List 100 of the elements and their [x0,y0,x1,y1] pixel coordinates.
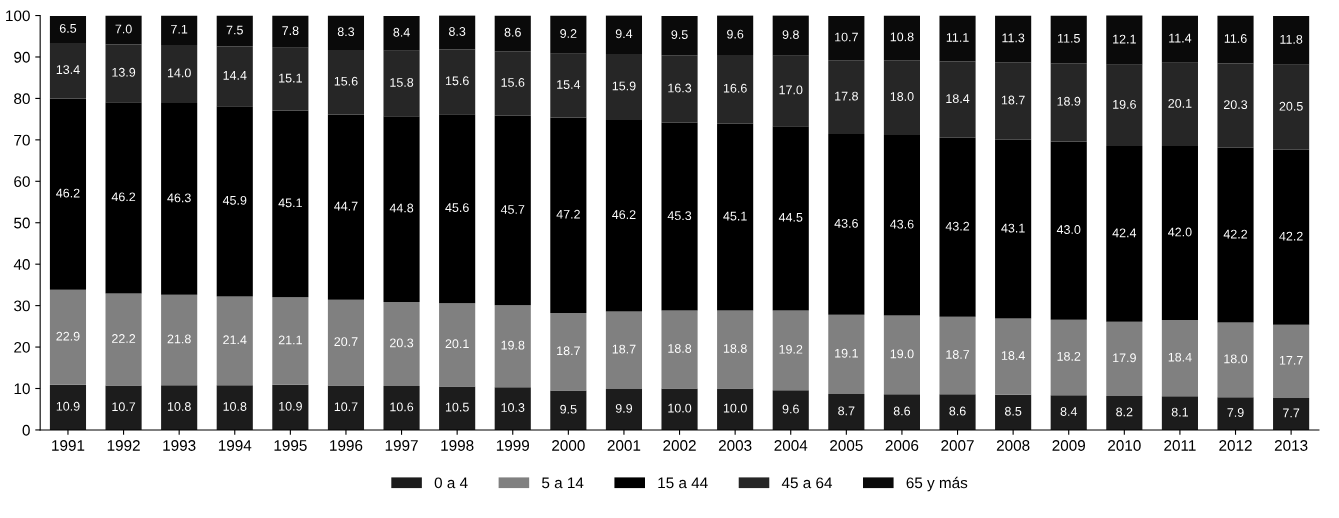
bar [1050,15,1087,64]
bar [272,384,309,430]
y-tick-label: 40 [13,259,30,270]
data-label: 10.9 [56,401,80,411]
bar [439,15,476,50]
data-label: 11.5 [1057,34,1080,43]
data-label: 11.4 [1169,33,1192,43]
bar [1217,397,1254,430]
x-tick-label: 1993 [163,440,196,451]
bar [772,126,809,311]
data-label: 17.0 [779,85,803,95]
data-label: 11.8 [1280,34,1303,44]
bar [605,54,643,120]
data-label: 10.3 [501,403,525,412]
data-label: 42.0 [1168,227,1192,237]
legend-label: 45 a 64 [781,477,833,489]
data-label: 18.8 [723,344,747,353]
bar [939,61,976,138]
data-label: 10.0 [668,403,692,413]
data-label: 15.6 [445,76,469,86]
data-label: 42.4 [1112,228,1137,238]
bar [1106,395,1143,430]
data-label: 43.6 [890,219,914,229]
bar [661,310,698,389]
data-label: 13.9 [112,67,136,77]
x-tick-label: 1999 [496,440,530,451]
bar [605,388,643,430]
bar [1050,63,1087,142]
data-label: 46.2 [612,210,636,220]
data-label: 17.8 [835,91,858,101]
bar [661,388,698,430]
bar [1217,147,1254,323]
bar [828,15,865,61]
data-label: 15.9 [612,81,636,91]
data-label: 43.0 [1056,225,1081,234]
data-label: 9.9 [615,403,633,413]
bar [161,102,198,295]
bar [105,102,142,294]
data-label: 18.7 [557,346,580,356]
bar [105,44,142,103]
bar [939,15,976,62]
data-label: 20.1 [1168,98,1192,108]
bar [494,305,531,388]
y-tick-label: 50 [14,217,30,229]
x-tick-label: 2003 [718,440,752,451]
data-label: 10.6 [390,402,414,412]
bar [883,15,920,61]
x-tick-label: 2002 [663,440,696,451]
bar [216,15,253,47]
data-label: 14.0 [167,68,191,78]
data-label: 8.6 [949,406,966,416]
bar [105,293,142,386]
y-tick-label: 90 [14,51,30,63]
x-tick-label: 2005 [830,440,863,451]
bar [883,394,920,430]
data-label: 18.4 [946,94,970,104]
bar [383,15,420,51]
bar [1217,15,1254,64]
x-tick-label: 1994 [218,440,252,451]
data-label: 15.6 [501,78,525,87]
data-label: 15.4 [557,80,581,89]
data-label: 14.4 [223,71,247,80]
data-label: 20.5 [1279,101,1303,111]
bar [494,15,531,52]
data-label: 18.0 [890,92,914,101]
data-label: 18.4 [1001,351,1025,360]
bar [883,134,920,316]
data-label: 43.6 [834,218,858,228]
x-tick-label: 2004 [774,440,808,451]
data-label: 9.6 [727,29,744,39]
bar [1273,15,1310,65]
bar [661,55,698,123]
data-label: 9.4 [615,29,633,39]
bar [661,15,698,56]
bar [383,50,420,117]
data-label: 7.0 [115,24,132,34]
bar [995,139,1032,319]
bar [327,385,365,430]
bar [1217,63,1254,148]
bar [494,387,531,430]
y-tick-label: 20 [14,341,30,353]
bar [272,47,309,111]
bar [161,15,198,45]
bar [216,385,253,430]
data-label: 8.7 [838,406,855,416]
data-label: 21.4 [223,335,247,345]
data-label: 11.6 [1224,34,1247,43]
data-label: 8.3 [449,27,466,36]
y-tick-label: 0 [22,424,30,436]
bar [828,393,865,430]
data-label: 22.2 [112,334,136,343]
bar [883,60,920,135]
bar [995,15,1032,63]
data-label: 22.9 [56,331,80,341]
bar [550,117,587,314]
bar [717,15,754,55]
data-label: 45.1 [278,198,302,208]
legend-label: 65 y más [906,476,968,492]
bar [439,49,476,115]
x-tick-label: 1997 [385,440,418,451]
